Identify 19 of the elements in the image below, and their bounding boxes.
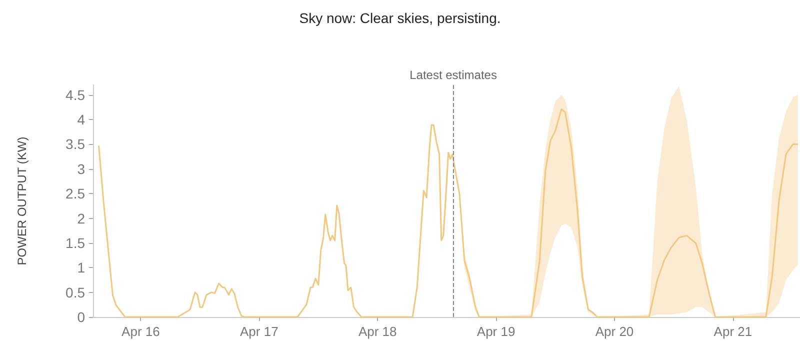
chart-title: Sky now: Clear skies, persisting.	[299, 10, 501, 26]
y-tick-label: 3	[77, 160, 86, 177]
y-tick-label: 4.5	[66, 86, 86, 103]
y-axis-title: POWER OUTPUT (KW)	[15, 136, 29, 266]
y-tick-label: 0.5	[66, 284, 86, 300]
y-tick-label: 0	[77, 309, 86, 325]
y-tick-label: 4	[77, 112, 86, 128]
y-tick-label: 3.5	[66, 136, 86, 152]
x-tick-label: Apr 19	[476, 324, 516, 339]
x-tick-label: Apr 21	[714, 324, 752, 339]
x-tick-label: Apr 17	[240, 324, 278, 339]
y-tick-label: 2	[77, 210, 86, 226]
y-tick-label: 1	[77, 260, 86, 276]
y-tick-label: 1.5	[66, 234, 86, 251]
x-tick-label: Apr 18	[358, 324, 397, 339]
x-tick-label: Apr 16	[122, 324, 160, 339]
y-tick-label: 2.5	[66, 186, 86, 202]
x-tick-label: Apr 20	[595, 324, 634, 339]
ref-line-label: Latest estimates	[410, 68, 497, 82]
